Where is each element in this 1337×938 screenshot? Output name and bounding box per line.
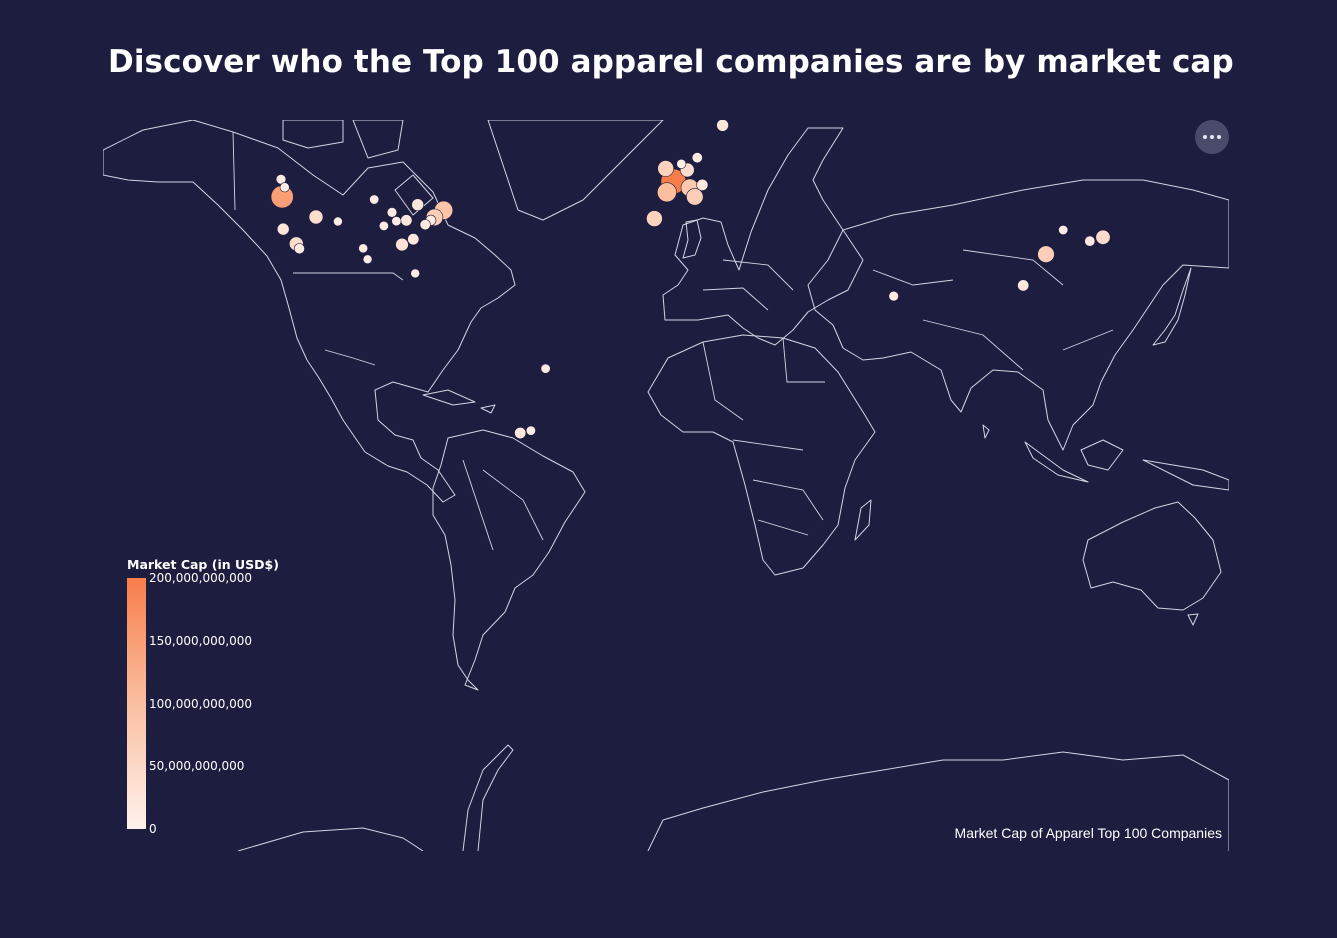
arctic-islands-outline	[282, 120, 434, 216]
legend-tick-label: 150,000,000,000	[149, 633, 253, 648]
company-bubble[interactable]	[395, 237, 409, 252]
indonesia-outline	[1024, 439, 1229, 491]
company-bubble[interactable]	[407, 233, 420, 246]
uk-outline	[682, 219, 702, 259]
map-svg	[103, 120, 1229, 851]
north-america-outline	[103, 120, 516, 503]
australia-outline	[1082, 501, 1222, 611]
company-bubble[interactable]	[686, 188, 704, 206]
legend-tick-label: 200,000,000,000	[149, 571, 253, 585]
tasmania-outline	[1187, 613, 1199, 626]
company-bubble[interactable]	[410, 268, 421, 279]
company-bubble[interactable]	[369, 194, 380, 205]
europe-outline	[662, 127, 864, 346]
company-bubble[interactable]	[276, 222, 290, 236]
company-bubble[interactable]	[419, 219, 431, 231]
page-title: Discover who the Top 100 apparel compani…	[108, 44, 1234, 80]
antarctica-outline	[237, 744, 1229, 851]
company-bubble[interactable]	[514, 426, 527, 439]
company-bubble[interactable]	[1017, 279, 1030, 292]
land-outlines	[103, 120, 1229, 851]
company-bubble[interactable]	[696, 178, 709, 191]
country-borders	[232, 131, 1114, 551]
more-options-button[interactable]	[1195, 120, 1229, 154]
market-cap-bubbles	[270, 120, 1111, 439]
company-bubble[interactable]	[525, 425, 536, 436]
legend-tick-label: 50,000,000,000	[149, 759, 245, 774]
company-bubble[interactable]	[378, 220, 389, 231]
company-bubble[interactable]	[657, 160, 675, 177]
legend-title: Market Cap (in USD$)	[127, 557, 279, 572]
company-bubble[interactable]	[391, 216, 402, 227]
company-bubble[interactable]	[716, 120, 729, 132]
company-bubble[interactable]	[1084, 235, 1096, 247]
company-bubble[interactable]	[400, 214, 413, 227]
south-america-outline	[432, 429, 586, 691]
legend-tick-label: 0	[149, 822, 157, 836]
madagascar-outline	[854, 499, 872, 541]
company-bubble[interactable]	[308, 209, 324, 225]
greenland-outline	[487, 120, 664, 221]
world-map[interactable]	[103, 120, 1229, 851]
caribbean-outline	[422, 389, 496, 414]
company-bubble[interactable]	[362, 254, 373, 265]
company-bubble[interactable]	[293, 243, 305, 255]
company-bubble[interactable]	[279, 182, 290, 193]
company-bubble[interactable]	[1037, 245, 1055, 263]
africa-outline	[647, 334, 876, 576]
japan-outline	[1152, 267, 1192, 346]
company-bubble[interactable]	[657, 182, 677, 203]
company-bubble[interactable]	[1058, 225, 1069, 236]
company-bubble[interactable]	[333, 216, 343, 227]
company-bubble[interactable]	[888, 290, 899, 302]
more-horizontal-icon	[1203, 135, 1207, 139]
company-bubble[interactable]	[411, 198, 425, 211]
legend-tick-label: 100,000,000,000	[149, 696, 253, 711]
legend-gradient-bar	[127, 578, 146, 829]
company-bubble[interactable]	[646, 210, 663, 227]
color-legend: Market Cap (in USD$) 200,000,000,000 150,…	[127, 557, 279, 836]
company-bubble[interactable]	[1095, 229, 1111, 245]
company-bubble[interactable]	[676, 158, 687, 169]
company-bubble[interactable]	[540, 363, 551, 374]
sri-lanka-outline	[982, 424, 990, 439]
asia-outline	[807, 179, 1229, 451]
company-bubble[interactable]	[386, 207, 398, 218]
map-caption: Market Cap of Apparel Top 100 Companies	[954, 825, 1222, 841]
company-bubble[interactable]	[691, 152, 703, 164]
company-bubble[interactable]	[358, 243, 369, 254]
